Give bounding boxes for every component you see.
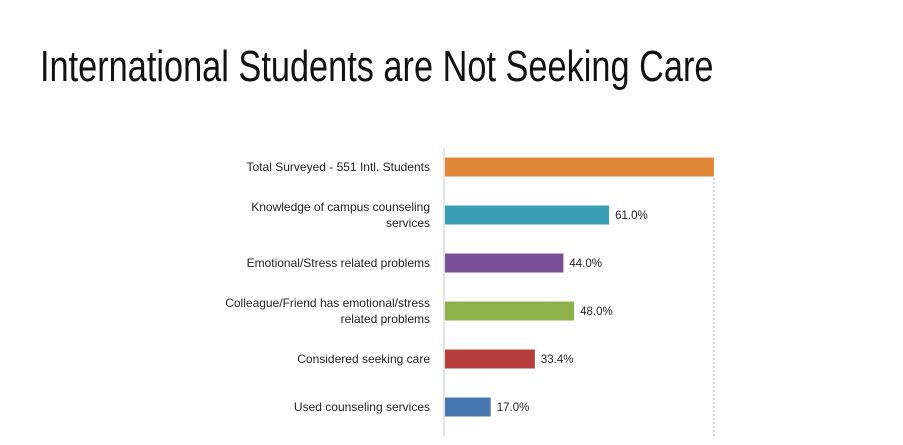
- chart-title: International Students are Not Seeking C…: [40, 42, 714, 91]
- bar-2: [445, 253, 564, 273]
- category-label-3: Colleague/Friend has emotional/stress rel…: [225, 296, 430, 326]
- category-label-0: Total Surveyed - 551 Intl. Students: [247, 160, 430, 174]
- category-label-1: Knowledge of campus counseling services: [251, 200, 430, 230]
- bar-3: [445, 301, 575, 321]
- bar-1: [445, 205, 610, 225]
- data-label-1: 61.0%: [615, 210, 648, 222]
- category-label-5: Used counseling services: [294, 400, 430, 414]
- data-label-2: 44.0%: [569, 258, 602, 270]
- category-label-2: Emotional/Stress related problems: [247, 256, 430, 270]
- bar-0: [445, 157, 714, 177]
- bar-4: [445, 349, 535, 369]
- bar-5: [445, 397, 491, 417]
- data-label-3: 48.0%: [580, 306, 613, 318]
- data-label-4: 33.4%: [541, 354, 574, 366]
- category-label-4: Considered seeking care: [297, 352, 430, 366]
- data-label-5: 17.0%: [497, 402, 530, 414]
